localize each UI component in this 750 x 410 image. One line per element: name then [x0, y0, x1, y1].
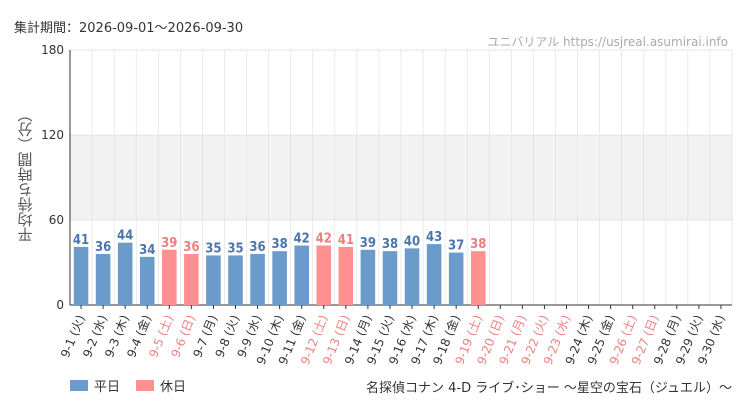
bar — [338, 246, 354, 305]
bar — [404, 248, 420, 305]
bar-value-label: 41 — [73, 233, 89, 248]
bar-value-label: 38 — [271, 237, 287, 252]
bar-value-label: 38 — [470, 237, 486, 252]
bar — [228, 255, 243, 305]
legend-item-holiday: 休日 — [136, 376, 186, 395]
bar — [117, 242, 133, 305]
bar-value-label: 40 — [404, 234, 420, 249]
bar — [382, 251, 398, 305]
bar-value-label: 39 — [360, 236, 376, 251]
legend-label-weekday: 平日 — [94, 380, 121, 395]
bar-value-label: 39 — [161, 236, 177, 251]
attraction-name: 名探偵コナン 4-D ライブ･ショー 〜星空の宝石（ジュエル）〜 — [366, 381, 732, 396]
bar-value-label: 36 — [249, 240, 265, 255]
y-tick-label: 180 — [41, 43, 64, 57]
bar — [360, 249, 376, 305]
bar — [184, 254, 199, 305]
bar-value-label: 38 — [382, 237, 398, 252]
bar — [139, 256, 155, 305]
bar — [206, 255, 221, 305]
bar — [426, 244, 442, 305]
bar-value-label: 43 — [426, 230, 442, 245]
bar-value-label: 35 — [227, 241, 243, 256]
bar-value-label: 35 — [205, 241, 221, 256]
bar — [294, 245, 309, 305]
holiday-swatch — [136, 380, 155, 391]
bar — [73, 246, 89, 305]
bar — [272, 251, 287, 305]
bar — [470, 251, 486, 305]
bar-value-label: 36 — [183, 240, 199, 255]
legend-item-weekday: 平日 — [70, 376, 120, 395]
bar — [250, 254, 265, 305]
legend: 平日 休日 — [70, 376, 186, 395]
bar-value-label: 41 — [338, 233, 354, 248]
bar-value-label: 37 — [448, 239, 464, 254]
bar-value-label: 44 — [117, 229, 133, 244]
legend-label-holiday: 休日 — [160, 380, 187, 395]
bar-value-label: 34 — [139, 243, 155, 258]
bar — [448, 252, 464, 305]
bar-value-label: 36 — [95, 240, 111, 255]
y-tick-label: 120 — [41, 128, 64, 142]
site-watermark[interactable]: ユニバリアル https://usjreal.asumirai.info — [487, 35, 728, 49]
collection-period: 集計期間：2026-09-01〜2026-09-30 — [14, 21, 244, 36]
bar-value-label: 42 — [294, 232, 310, 247]
weekday-swatch — [70, 380, 88, 391]
bar — [316, 245, 332, 305]
y-tick-label: 60 — [49, 213, 64, 227]
y-tick-label: 0 — [56, 298, 64, 312]
bar — [95, 254, 111, 305]
bar — [162, 249, 177, 305]
bar-value-label: 42 — [316, 232, 332, 247]
